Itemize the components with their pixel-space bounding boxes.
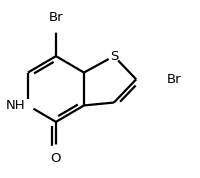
- Circle shape: [159, 74, 171, 85]
- Circle shape: [109, 51, 119, 62]
- Text: Br: Br: [49, 11, 63, 24]
- Circle shape: [50, 20, 62, 32]
- Circle shape: [51, 145, 61, 155]
- Circle shape: [22, 100, 34, 111]
- Text: NH: NH: [5, 99, 25, 112]
- Text: O: O: [51, 152, 61, 165]
- Text: S: S: [110, 50, 118, 63]
- Text: Br: Br: [167, 73, 182, 86]
